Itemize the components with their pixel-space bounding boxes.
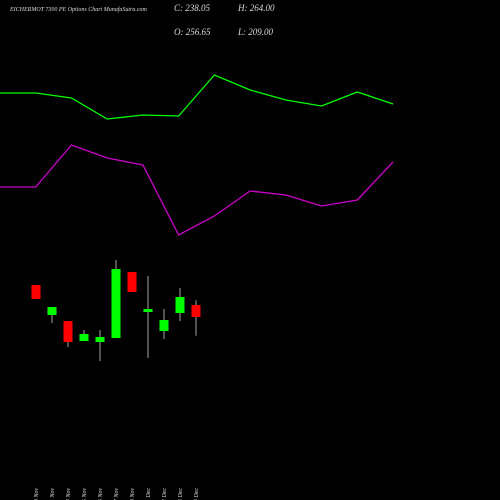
x-tick-label: 24 Nov (65, 488, 72, 500)
indicator-line (0, 144, 394, 236)
candle-body (111, 268, 121, 339)
candle-body (143, 309, 153, 313)
x-tick-label: 04 Dec (193, 488, 200, 500)
x-tick-label: 01 Dec (146, 488, 152, 500)
x-tick-label: 03 Dec (178, 488, 184, 500)
candle-body (47, 307, 57, 316)
x-tick-label: 21 Nov (50, 488, 56, 500)
candle-body (95, 337, 105, 343)
candle-body (79, 334, 89, 342)
open-label: O: 256.65 (174, 27, 211, 37)
candle-body (31, 284, 41, 300)
x-tick-label: 25 Nov (82, 488, 88, 500)
x-tick-label: 27 Nov (114, 488, 120, 500)
x-tick-label: 28 Nov (130, 488, 136, 500)
close-label: C: 238.05 (174, 3, 211, 13)
indicator-line (0, 74, 394, 120)
x-tick-label: 26 Nov (98, 488, 104, 500)
low-label: L: 209.00 (237, 27, 274, 37)
high-label: H: 264.00 (237, 3, 275, 13)
candle-body (63, 321, 73, 343)
x-tick-label: 02 Dec (162, 488, 168, 500)
candle-body (159, 320, 169, 332)
x-tick-label: 20 Nov (34, 488, 40, 500)
candle-body (191, 305, 201, 318)
chart-title: EICHERMOT 7300 PE Options Chart MunafaSu… (9, 6, 148, 13)
candle-body (175, 297, 185, 314)
candle-body (127, 271, 137, 292)
